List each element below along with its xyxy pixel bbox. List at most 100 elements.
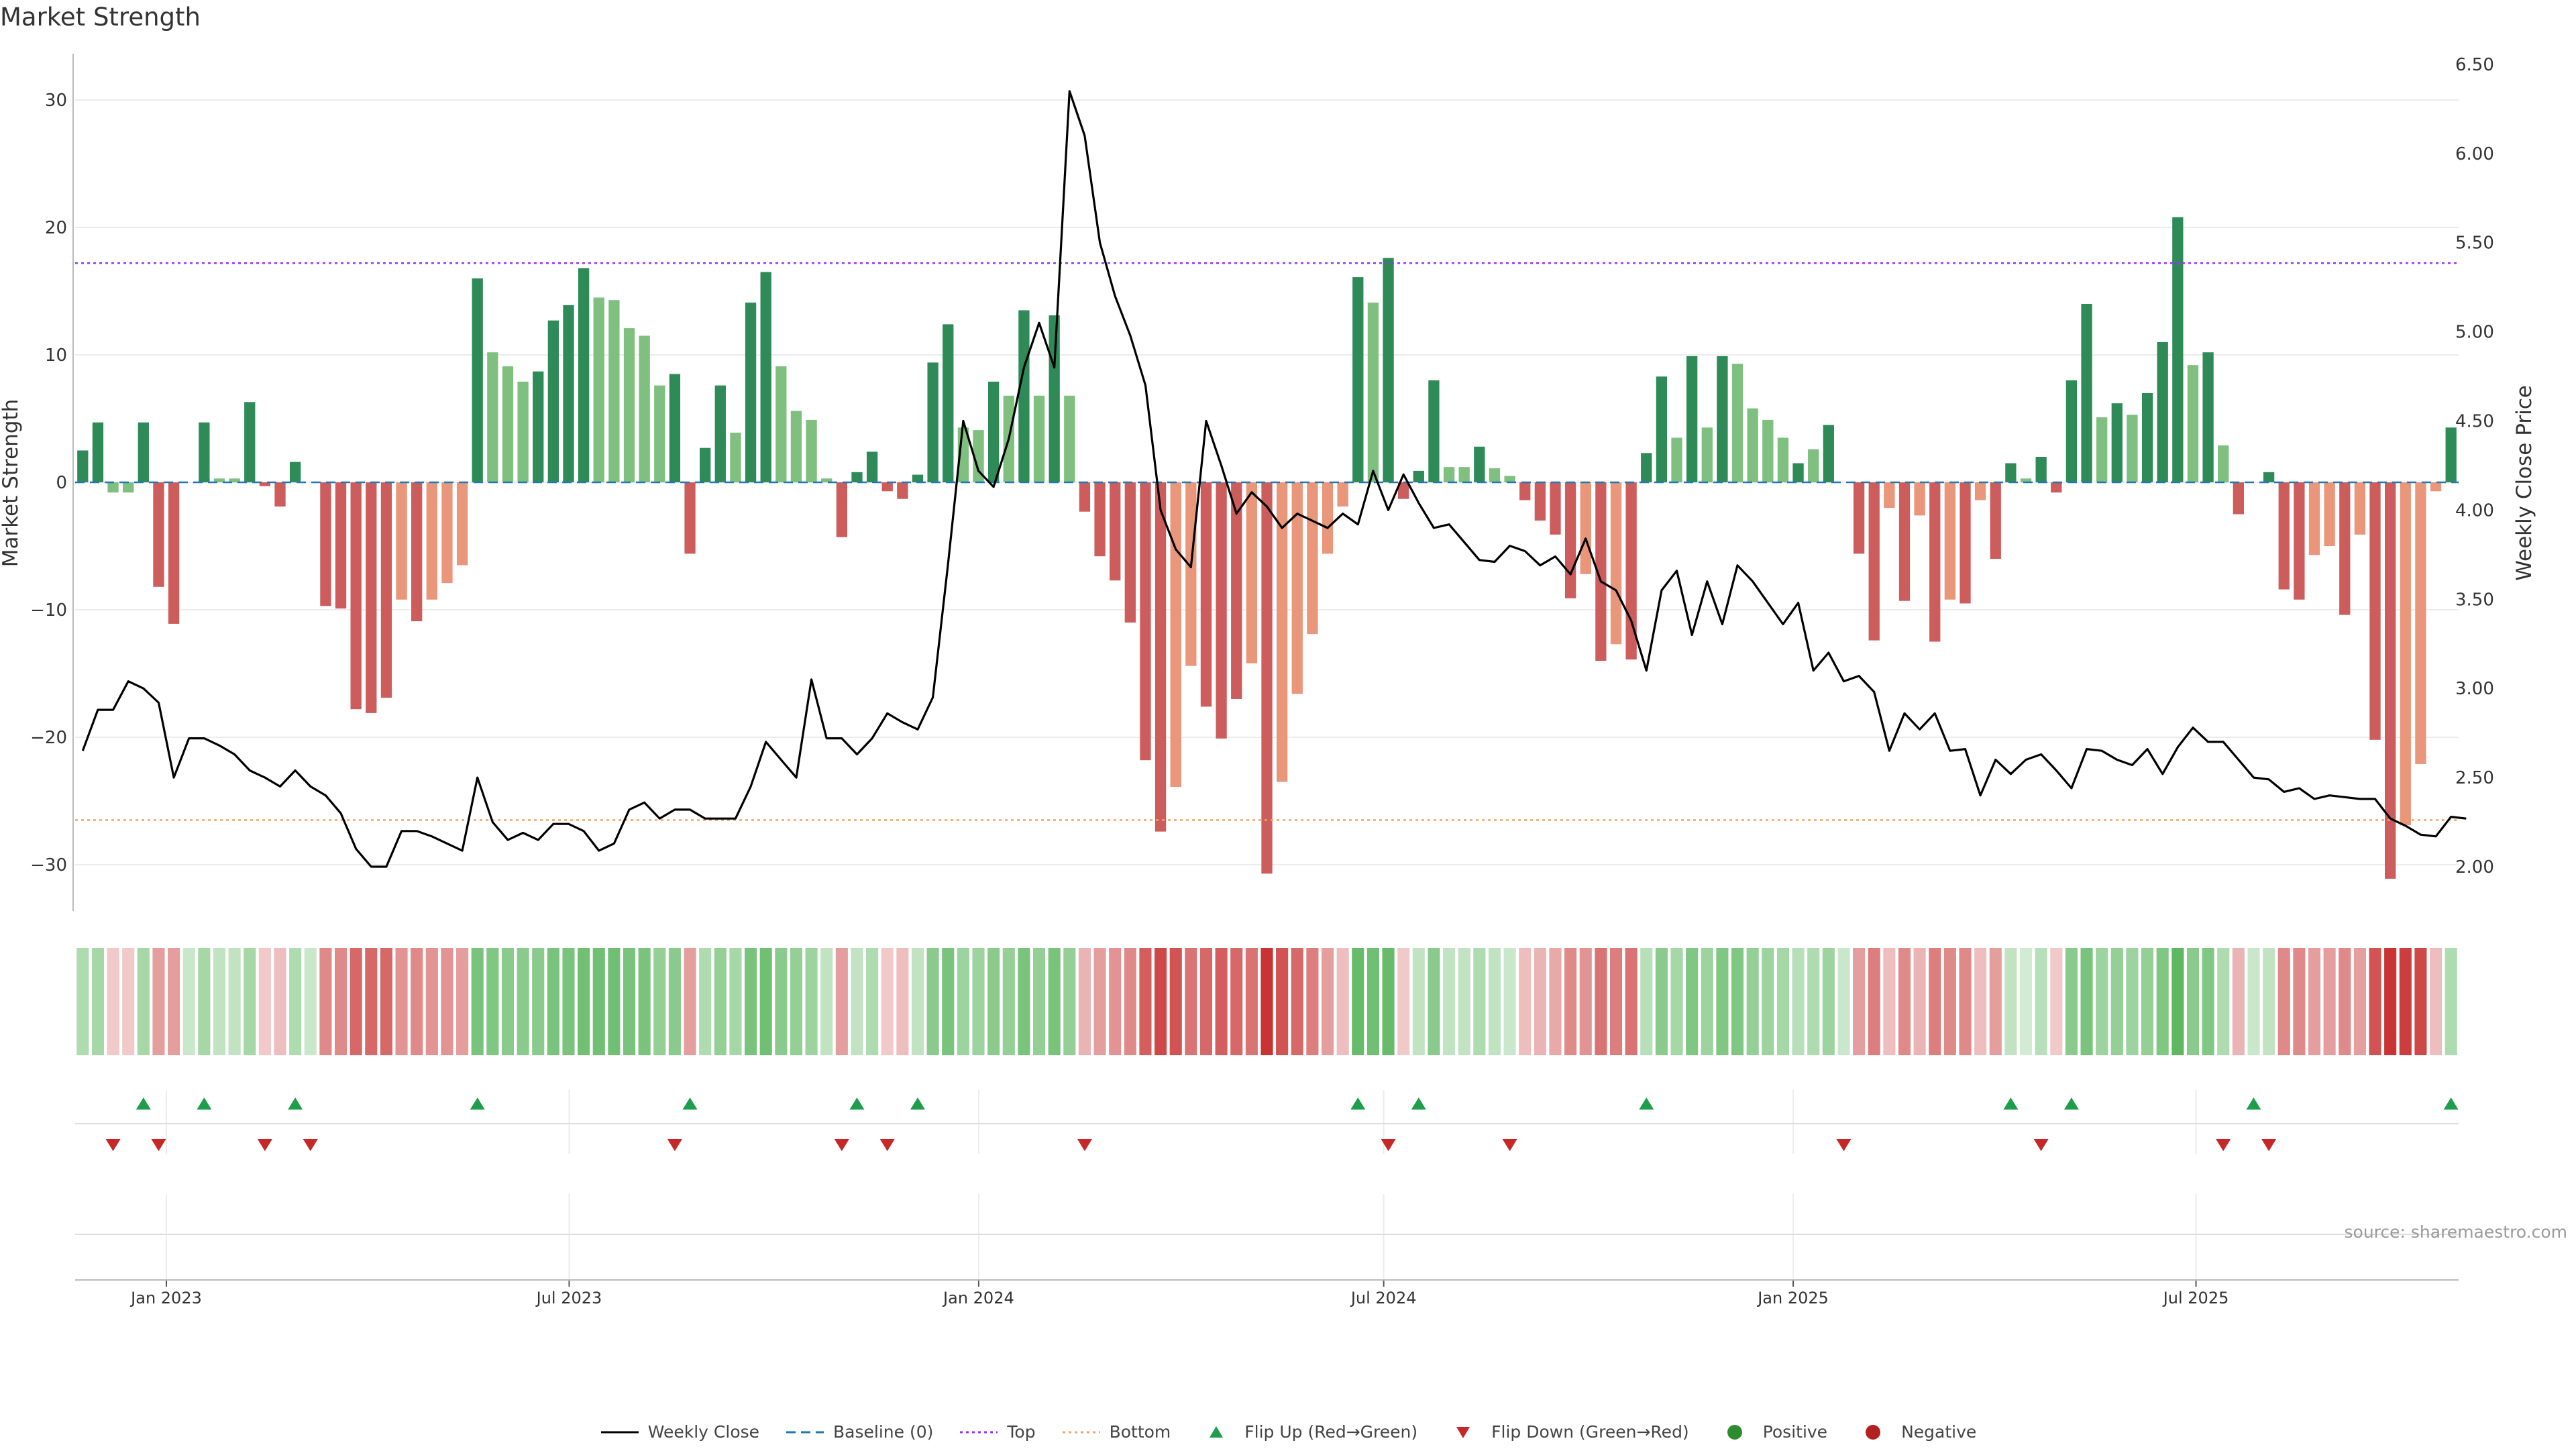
legend-swatch — [786, 1431, 824, 1433]
heatmap-cell — [2156, 948, 2169, 1055]
strength-bar — [1443, 467, 1455, 482]
strength-bar — [623, 328, 635, 482]
strength-bar — [366, 482, 377, 713]
x-tick-label: Jul 2023 — [535, 1289, 602, 1307]
flip-down-marker — [667, 1139, 682, 1151]
strength-bar — [2127, 415, 2138, 482]
strength-bars — [77, 217, 2457, 879]
strength-bar — [1322, 482, 1334, 554]
strength-bar — [2324, 482, 2335, 546]
heatmap-cell — [1078, 948, 1091, 1055]
strength-bar — [1519, 482, 1531, 500]
heatmap-cell — [228, 948, 241, 1055]
heatmap-cell — [1412, 948, 1425, 1055]
flip-up-marker — [2246, 1097, 2261, 1110]
y-right-tick-label: 4.50 — [2455, 412, 2494, 432]
heatmap-cell — [1974, 948, 1987, 1055]
flip-down-marker — [151, 1139, 166, 1151]
heatmap-cell — [1155, 948, 1167, 1055]
heatmap-cell — [851, 948, 863, 1055]
strength-bar — [289, 462, 301, 482]
y-right-tick-label: 3.50 — [2455, 590, 2494, 610]
strength-bar — [927, 362, 938, 482]
strength-bar — [1823, 425, 1834, 482]
strength-bar — [2294, 482, 2305, 600]
heatmap-cell — [244, 948, 256, 1055]
strength-bar — [2415, 482, 2426, 764]
heatmap-cell — [1837, 948, 1850, 1055]
heatmap-cell — [182, 948, 195, 1055]
heatmap-cell — [881, 948, 894, 1055]
heatmap-cell — [1230, 948, 1243, 1055]
strength-bar — [517, 381, 529, 482]
heatmap-cell — [1366, 948, 1379, 1055]
y-left-tick-label: −10 — [30, 600, 67, 621]
heatmap-cell — [471, 948, 484, 1055]
heatmap-cell — [942, 948, 955, 1055]
heatmap-cell — [1428, 948, 1440, 1055]
strength-bar — [1792, 463, 1804, 482]
legend-item: Top — [959, 1422, 1036, 1442]
strength-bar — [1641, 453, 1652, 482]
heatmap-cell — [2217, 948, 2230, 1055]
heatmap-cell — [1762, 948, 1774, 1055]
strength-bar — [199, 422, 210, 482]
heatmap-cell — [1276, 948, 1289, 1055]
strength-bar — [563, 305, 574, 482]
legend-item: Flip Up (Red→Green) — [1196, 1422, 1417, 1442]
heatmap-cell — [1260, 948, 1273, 1055]
heatmap-cell — [896, 948, 909, 1055]
strength-bar — [654, 385, 665, 482]
heatmap-cell — [1731, 948, 1744, 1055]
strength-bar — [1504, 476, 1515, 482]
strength-bar — [1200, 482, 1212, 707]
strength-bar — [775, 366, 787, 482]
strength-bar — [2172, 217, 2184, 482]
strength-bar — [1291, 482, 1303, 694]
heatmap-cell — [2171, 948, 2184, 1055]
strength-bar — [1033, 395, 1045, 482]
heatmap-cell — [122, 948, 135, 1055]
heatmap-cell — [2126, 948, 2139, 1055]
strength-bar — [1458, 467, 1470, 482]
strength-bar — [1231, 482, 1242, 699]
strength-bar — [2051, 482, 2062, 493]
flip-down-marker — [1836, 1139, 1851, 1151]
strength-bar — [806, 419, 817, 482]
strength-bar — [2354, 482, 2366, 535]
heatmap-cell — [350, 948, 362, 1055]
legend-item: Flip Down (Green→Red) — [1443, 1422, 1689, 1442]
heatmap-cell — [714, 948, 727, 1055]
strength-bar — [320, 482, 331, 606]
heatmap-cell — [1458, 948, 1470, 1055]
strength-bar — [1671, 437, 1682, 482]
strength-bar — [1717, 356, 1728, 482]
legend-item: Weekly Close — [600, 1422, 759, 1442]
flip-down-marker — [303, 1139, 318, 1151]
strength-bar — [1914, 482, 1925, 516]
heatmap-cell — [866, 948, 879, 1055]
heatmap-cell — [638, 948, 651, 1055]
strength-bar — [168, 482, 180, 624]
heatmap-cell — [365, 948, 378, 1055]
legend: Weekly Close Baseline (0) Top Bottom Flip Up… — [0, 1422, 2576, 1442]
heatmap-cell — [1959, 948, 1972, 1055]
heatmap-cell — [1169, 948, 1182, 1055]
heatmap-cell — [1853, 948, 1866, 1055]
heatmap-cell — [1306, 948, 1319, 1055]
heatmap-cell — [2141, 948, 2154, 1055]
y-left-tick-label: 30 — [45, 91, 67, 111]
heatmap-cell — [91, 948, 104, 1055]
heatmap-cell — [1336, 948, 1349, 1055]
y-left-tick-label: 0 — [56, 473, 67, 493]
strength-bar — [472, 278, 483, 482]
heatmap-cell — [699, 948, 712, 1055]
heatmap-cell — [1807, 948, 1820, 1055]
heatmap-cell — [745, 948, 757, 1055]
heatmap-cell — [2353, 948, 2366, 1055]
price-line-layer — [81, 90, 2467, 868]
heatmap-cell — [532, 948, 545, 1055]
legend-label: Top — [1007, 1422, 1036, 1442]
strength-bar — [1884, 482, 1895, 508]
